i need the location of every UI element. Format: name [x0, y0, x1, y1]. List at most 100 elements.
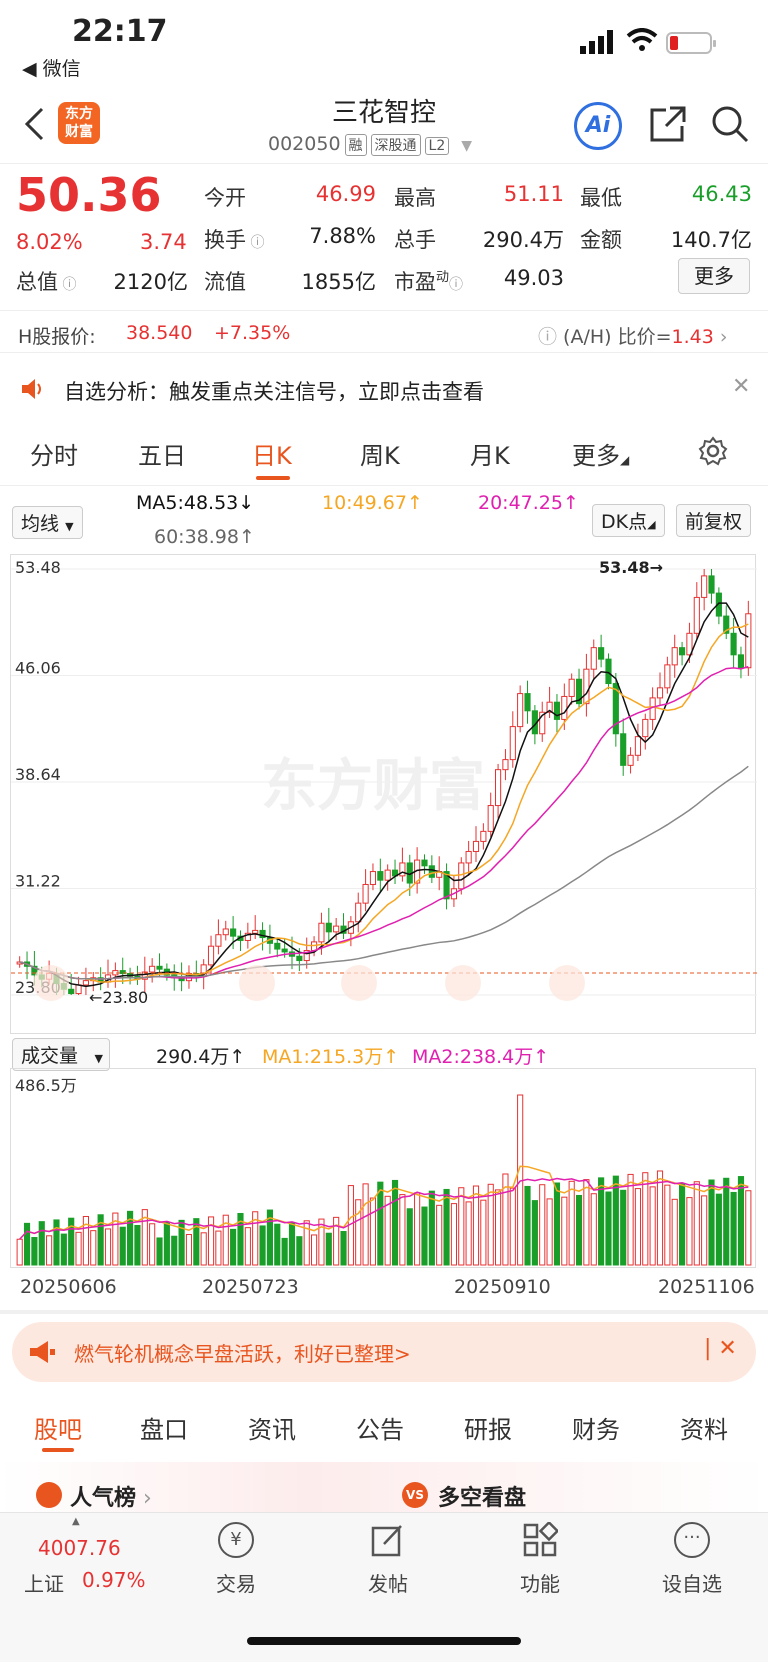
turnover-value: 7.88% [309, 224, 376, 248]
candle-body [679, 647, 686, 656]
tab-weekly-k[interactable]: 周K [360, 442, 400, 470]
tab-intraday[interactable]: 分时 [30, 442, 78, 470]
tab-news[interactable]: 资讯 [248, 1416, 296, 1444]
ma60-value: 60:38.98↑ [154, 526, 255, 548]
nav-trade[interactable]: 交易 [216, 1572, 256, 1596]
change-pct: 8.02% [16, 230, 83, 254]
tab-five-day[interactable]: 五日 [138, 442, 186, 470]
candle-body [377, 871, 384, 881]
nav-add-watchlist[interactable]: 设自选 [662, 1572, 722, 1596]
volume-bar [428, 1190, 435, 1266]
ai-button[interactable]: Ai [574, 102, 622, 150]
back-chevron-icon[interactable] [22, 106, 46, 142]
dk-point-button[interactable]: DK点◢ [592, 504, 665, 537]
candle-body [671, 647, 678, 666]
volume-bar [701, 1195, 708, 1266]
volume-bar [605, 1191, 612, 1266]
stock-name: 三花智控 [331, 98, 436, 128]
bull-bear-title[interactable]: 多空看盘 [438, 1486, 527, 1511]
functions-icon[interactable] [522, 1522, 558, 1558]
info-icon[interactable]: ⓘ [58, 277, 77, 293]
tag-l2: L2 [424, 137, 450, 155]
volume-chart[interactable]: 486.5万 [10, 1068, 756, 1268]
candle-body [325, 922, 332, 933]
help-icon[interactable]: ⓘ [538, 326, 564, 348]
candle-body [487, 805, 494, 832]
index-value[interactable]: 4007.76 [38, 1536, 121, 1560]
volume-bar [97, 1214, 104, 1266]
ah-ratio[interactable]: ⓘ (A/H) 比价=1.43 › [538, 326, 728, 348]
indicator-select[interactable]: 均线 ▼ [12, 506, 83, 539]
next-control [445, 965, 481, 1001]
index-pct[interactable]: 0.97% [82, 1568, 146, 1592]
adjust-button[interactable]: 前复权 [676, 504, 752, 537]
tab-guba[interactable]: 股吧 [34, 1416, 82, 1444]
high-value: 51.11 [503, 182, 564, 206]
info-icon[interactable]: ⓘ [246, 235, 265, 251]
volume-bar [104, 1228, 112, 1266]
candle-body [495, 769, 502, 807]
back-to-wechat[interactable]: ◀ 微信 [22, 58, 81, 80]
volume-bar [82, 1215, 89, 1266]
candle-body [642, 718, 649, 738]
volume-bar [163, 1221, 170, 1266]
close-icon[interactable]: | ✕ [704, 1336, 737, 1361]
nav-bar [0, 92, 768, 164]
close-icon[interactable]: ✕ [732, 374, 751, 399]
volume-bar [531, 1200, 538, 1266]
volume-ma-line [19, 1177, 749, 1240]
ad-banner[interactable]: 燃气轮机概念早盘活跃，利好已整理> | ✕ [12, 1322, 756, 1382]
battery-icon [666, 32, 716, 54]
tab-finance[interactable]: 财务 [572, 1416, 620, 1444]
candle-body [244, 932, 251, 941]
search-icon[interactable] [710, 104, 750, 144]
tab-research[interactable]: 研报 [464, 1416, 512, 1444]
max-price-label: 53.48→ [599, 558, 663, 577]
tab-pankou[interactable]: 盘口 [140, 1416, 188, 1444]
nav-post[interactable]: 发帖 [368, 1572, 408, 1596]
dropdown-icon[interactable]: ▼ [461, 138, 473, 154]
active-bottom-tab-indicator [42, 1448, 74, 1452]
nav-functions[interactable]: 功能 [520, 1572, 560, 1596]
volume-select[interactable]: 成交量 ▼ [12, 1038, 111, 1071]
info-icon[interactable]: ⓘ [449, 277, 464, 293]
volume-bar [745, 1190, 752, 1266]
tab-announcements[interactable]: 公告 [356, 1416, 404, 1444]
candle-body [384, 869, 391, 881]
volume-bar [686, 1197, 693, 1266]
candle-body [539, 711, 546, 735]
more-button[interactable]: 更多 [678, 258, 750, 294]
tab-monthly-k[interactable]: 月K [470, 442, 510, 470]
tab-profile[interactable]: 资料 [680, 1416, 728, 1444]
candle-body [215, 934, 222, 947]
tab-daily-k[interactable]: 日K [252, 442, 292, 470]
volume-bar [362, 1183, 369, 1266]
candle-body [458, 862, 465, 890]
volume-bar [230, 1228, 237, 1266]
volume-bar [274, 1223, 281, 1266]
candle-body [612, 683, 619, 735]
volume-bar [141, 1209, 148, 1266]
candle-body [318, 922, 325, 943]
share-icon[interactable] [648, 104, 688, 144]
y-tick-label: 38.64 [15, 765, 61, 784]
volume-ma1: MA1:215.3万↑ [262, 1046, 400, 1068]
candle-body [605, 658, 612, 685]
volume-bar [325, 1232, 332, 1266]
trade-icon[interactable]: ¥ [218, 1522, 254, 1558]
notice-banner[interactable]: 自选分析：触发重点关注信号，立即点击查看 ✕ [0, 354, 768, 426]
volume-svg: 486.5万 [15, 1076, 752, 1266]
add-watchlist-icon[interactable]: ··· [674, 1522, 710, 1558]
post-icon[interactable] [370, 1522, 406, 1558]
minus-control [33, 965, 69, 1001]
candle-body [708, 575, 715, 594]
high-label: 最高 [394, 186, 436, 210]
hot-list-title[interactable]: 人气榜 › [70, 1486, 152, 1511]
tab-more[interactable]: 更多◢ [572, 442, 630, 470]
logo-text: 东方 财富 [65, 106, 93, 140]
index-name[interactable]: 上证 [24, 1572, 64, 1596]
settings-gear-icon[interactable] [698, 436, 728, 466]
candle-body [634, 736, 641, 756]
home-indicator [247, 1637, 521, 1645]
